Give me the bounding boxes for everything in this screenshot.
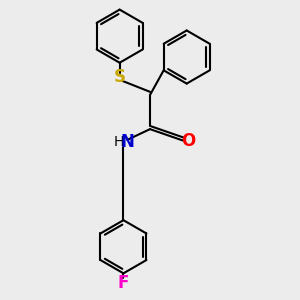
Text: N: N xyxy=(121,133,135,151)
Text: S: S xyxy=(114,68,126,86)
Text: F: F xyxy=(118,274,129,292)
Text: O: O xyxy=(182,131,196,149)
Text: H: H xyxy=(113,135,124,149)
